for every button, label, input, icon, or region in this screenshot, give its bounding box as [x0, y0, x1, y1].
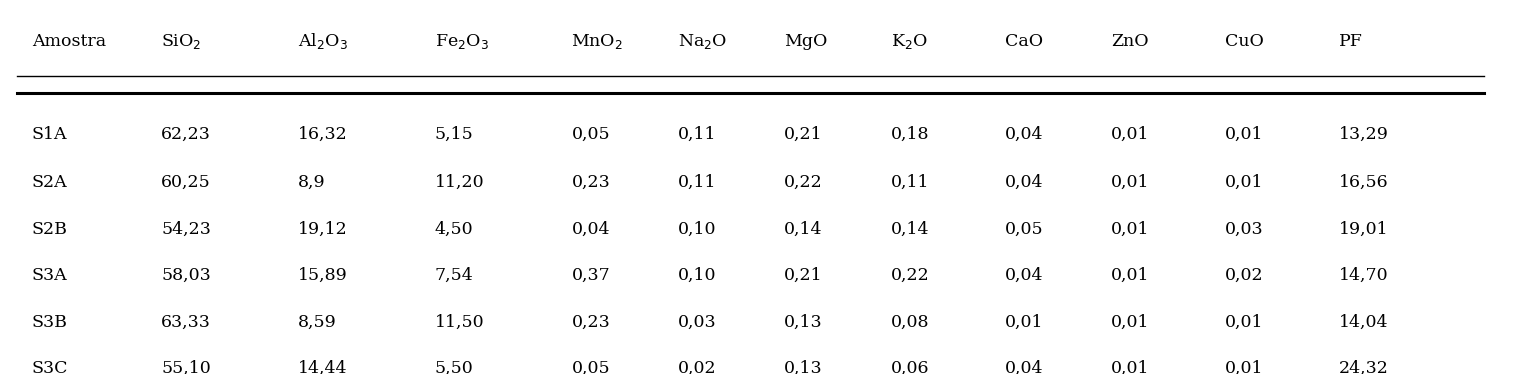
Text: 0,22: 0,22: [891, 267, 929, 284]
Text: ZnO: ZnO: [1112, 33, 1148, 50]
Text: 0,11: 0,11: [678, 174, 716, 191]
Text: 0,01: 0,01: [1224, 126, 1264, 143]
Text: 0,04: 0,04: [1005, 174, 1043, 191]
Text: Na$_2$O: Na$_2$O: [678, 32, 728, 51]
Text: 14,70: 14,70: [1339, 267, 1389, 284]
Text: 0,22: 0,22: [784, 174, 822, 191]
Text: 0,04: 0,04: [1005, 126, 1043, 143]
Text: 0,13: 0,13: [784, 314, 822, 331]
Text: 0,01: 0,01: [1224, 360, 1264, 374]
Text: 0,01: 0,01: [1224, 174, 1264, 191]
Text: 0,01: 0,01: [1112, 126, 1150, 143]
Text: 19,01: 19,01: [1339, 221, 1389, 237]
Text: 0,21: 0,21: [784, 126, 822, 143]
Text: 0,06: 0,06: [891, 360, 929, 374]
Text: 0,04: 0,04: [1005, 267, 1043, 284]
Text: 0,13: 0,13: [784, 360, 822, 374]
Text: 0,03: 0,03: [1224, 221, 1264, 237]
Text: 14,04: 14,04: [1339, 314, 1389, 331]
Text: 0,05: 0,05: [571, 360, 611, 374]
Text: 0,11: 0,11: [891, 174, 929, 191]
Text: 8,59: 8,59: [299, 314, 337, 331]
Text: 0,14: 0,14: [784, 221, 822, 237]
Text: S3A: S3A: [32, 267, 67, 284]
Text: 0,37: 0,37: [571, 267, 611, 284]
Text: 0,04: 0,04: [1005, 360, 1043, 374]
Text: 0,02: 0,02: [1224, 267, 1264, 284]
Text: 0,01: 0,01: [1112, 267, 1150, 284]
Text: 7,54: 7,54: [434, 267, 474, 284]
Text: 5,50: 5,50: [434, 360, 474, 374]
Text: MnO$_2$: MnO$_2$: [571, 32, 623, 51]
Text: PF: PF: [1339, 33, 1363, 50]
Text: Al$_2$O$_3$: Al$_2$O$_3$: [299, 31, 347, 51]
Text: 0,10: 0,10: [678, 221, 716, 237]
Text: 16,56: 16,56: [1339, 174, 1389, 191]
Text: 0,03: 0,03: [678, 314, 716, 331]
Text: 62,23: 62,23: [161, 126, 210, 143]
Text: 0,23: 0,23: [571, 314, 611, 331]
Text: 15,89: 15,89: [299, 267, 347, 284]
Text: 0,01: 0,01: [1112, 174, 1150, 191]
Text: 19,12: 19,12: [299, 221, 347, 237]
Text: 0,05: 0,05: [571, 126, 611, 143]
Text: 0,01: 0,01: [1112, 221, 1150, 237]
Text: SiO$_2$: SiO$_2$: [161, 32, 201, 51]
Text: 58,03: 58,03: [161, 267, 210, 284]
Text: 0,23: 0,23: [571, 174, 611, 191]
Text: S3B: S3B: [32, 314, 67, 331]
Text: S3C: S3C: [32, 360, 69, 374]
Text: 16,32: 16,32: [299, 126, 347, 143]
Text: K$_2$O: K$_2$O: [891, 32, 928, 51]
Text: 24,32: 24,32: [1339, 360, 1389, 374]
Text: 8,9: 8,9: [299, 174, 326, 191]
Text: 0,04: 0,04: [571, 221, 611, 237]
Text: CaO: CaO: [1005, 33, 1043, 50]
Text: 55,10: 55,10: [161, 360, 210, 374]
Text: 5,15: 5,15: [434, 126, 474, 143]
Text: 4,50: 4,50: [434, 221, 474, 237]
Text: 0,01: 0,01: [1112, 314, 1150, 331]
Text: 13,29: 13,29: [1339, 126, 1389, 143]
Text: S2A: S2A: [32, 174, 67, 191]
Text: 0,08: 0,08: [891, 314, 929, 331]
Text: 54,23: 54,23: [161, 221, 210, 237]
Text: S2B: S2B: [32, 221, 67, 237]
Text: 0,18: 0,18: [891, 126, 929, 143]
Text: S1A: S1A: [32, 126, 67, 143]
Text: 11,20: 11,20: [434, 174, 484, 191]
Text: 0,01: 0,01: [1005, 314, 1043, 331]
Text: MgO: MgO: [784, 33, 827, 50]
Text: 0,14: 0,14: [891, 221, 929, 237]
Text: 0,11: 0,11: [678, 126, 716, 143]
Text: 0,21: 0,21: [784, 267, 822, 284]
Text: CuO: CuO: [1224, 33, 1264, 50]
Text: 0,01: 0,01: [1112, 360, 1150, 374]
Text: 0,02: 0,02: [678, 360, 716, 374]
Text: Fe$_2$O$_3$: Fe$_2$O$_3$: [434, 32, 489, 51]
Text: 0,05: 0,05: [1005, 221, 1043, 237]
Text: 11,50: 11,50: [434, 314, 484, 331]
Text: 0,10: 0,10: [678, 267, 716, 284]
Text: 14,44: 14,44: [299, 360, 347, 374]
Text: 63,33: 63,33: [161, 314, 210, 331]
Text: Amostra: Amostra: [32, 33, 107, 50]
Text: 0,01: 0,01: [1224, 314, 1264, 331]
Text: 60,25: 60,25: [161, 174, 210, 191]
